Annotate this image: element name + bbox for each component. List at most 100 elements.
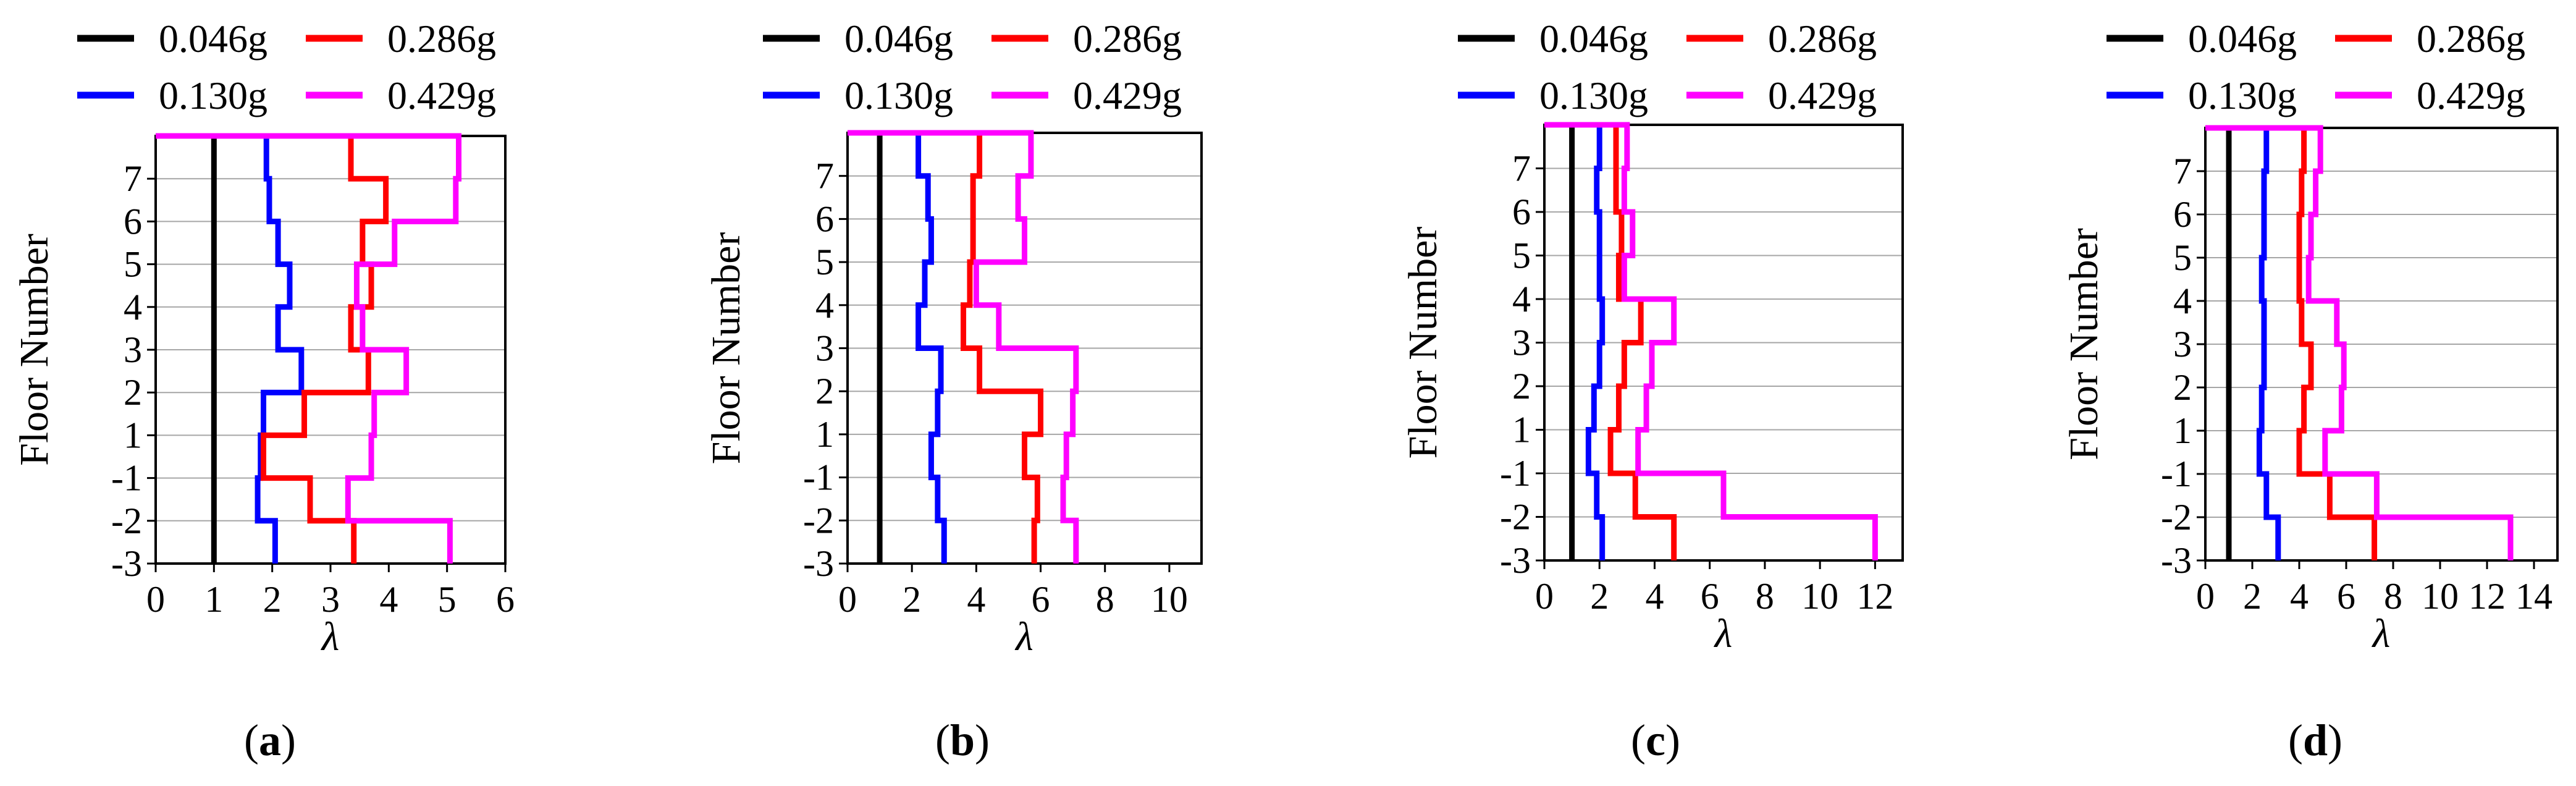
y-tick-label: 7 <box>1512 148 1531 189</box>
y-tick-label: -3 <box>803 543 834 584</box>
legend-label: 0.046g <box>1539 17 1648 61</box>
y-tick-label: -1 <box>111 458 142 499</box>
legend-label: 0.046g <box>844 17 953 61</box>
y-tick-label: 2 <box>1512 366 1531 407</box>
x-tick-label: 12 <box>1856 576 1893 617</box>
x-tick-label: 0 <box>838 579 857 620</box>
legend-label: 0.130g <box>159 74 267 117</box>
y-tick-label: 7 <box>124 158 142 199</box>
y-tick-label: 2 <box>124 372 142 413</box>
legend-label: 0.429g <box>387 74 496 117</box>
y-tick-label: -2 <box>111 501 142 541</box>
x-tick-label: 8 <box>1096 579 1114 620</box>
legend-label: 0.286g <box>1073 17 1182 61</box>
y-tick-label: -2 <box>2161 497 2192 538</box>
y-tick-label: -1 <box>1500 453 1531 494</box>
y-tick-label: 6 <box>2173 194 2192 235</box>
x-tick-label: 1 <box>204 579 223 620</box>
x-tick-label: 3 <box>321 579 340 620</box>
x-tick-label: 6 <box>496 579 515 620</box>
y-tick-label: 1 <box>2173 410 2192 451</box>
legend-a: 0.046g 0.286g 0.130g 0.429g <box>77 17 496 117</box>
series-line-0.130g <box>1544 122 1606 560</box>
y-axis-label: Floor Number <box>12 234 57 466</box>
y-tick-label: -2 <box>1500 497 1531 538</box>
series-line-0.046g <box>1544 122 1575 560</box>
y-tick-label: 1 <box>1512 410 1531 450</box>
y-tick-label: 2 <box>2173 367 2192 408</box>
y-tick-label: 4 <box>124 287 142 328</box>
y-tick-label: -1 <box>803 457 834 498</box>
series-line-0.130g <box>156 133 305 564</box>
y-tick-label: 6 <box>815 198 834 239</box>
y-axis-label: Floor Number <box>2061 228 2107 460</box>
y-tick-label: 6 <box>1512 192 1531 232</box>
y-tick-label: -2 <box>803 500 834 541</box>
legend-label: 0.130g <box>2188 74 2297 117</box>
x-tick-label: 6 <box>1701 576 1719 617</box>
series-line-0.286g <box>156 133 389 564</box>
series-line-0.286g <box>848 130 1044 564</box>
legend-d: 0.046g 0.286g 0.130g 0.429g <box>2107 17 2525 117</box>
series-line-0.130g <box>2205 125 2281 560</box>
y-tick-label: -3 <box>111 543 142 584</box>
legend-label: 0.286g <box>2417 17 2525 61</box>
y-tick-label: 4 <box>1512 279 1531 319</box>
x-tick-label: 5 <box>438 579 457 620</box>
x-tick-label: 0 <box>2196 576 2215 617</box>
y-axis-label: Floor Number <box>704 232 749 465</box>
legend-label: 0.429g <box>1768 74 1877 117</box>
series-line-0.429g <box>848 130 1079 564</box>
y-tick-label: 5 <box>815 242 834 282</box>
x-tick-label: 4 <box>1645 576 1664 617</box>
legend-label: 0.130g <box>844 74 953 117</box>
x-tick-label: 2 <box>263 579 282 620</box>
x-axis-label: λ <box>1714 611 1733 656</box>
series-line-0.130g <box>848 130 947 564</box>
series-line-0.429g <box>1544 122 1878 560</box>
panel-caption: (c) <box>1631 716 1680 765</box>
y-tick-label: -3 <box>2161 540 2192 581</box>
x-tick-label: 10 <box>1801 576 1838 617</box>
x-tick-label: 6 <box>1032 579 1050 620</box>
y-axis-label: Floor Number <box>1400 227 1446 459</box>
y-tick-label: 5 <box>124 244 142 285</box>
x-tick-label: 4 <box>379 579 398 620</box>
x-tick-label: 10 <box>1151 579 1188 620</box>
y-tick-label: -3 <box>1500 540 1531 581</box>
y-tick-label: 1 <box>815 414 834 455</box>
x-tick-label: 4 <box>2290 576 2309 617</box>
y-tick-label: 5 <box>2173 237 2192 278</box>
x-tick-label: 0 <box>1535 576 1554 617</box>
x-tick-label: 8 <box>1756 576 1774 617</box>
x-tick-label: 2 <box>1590 576 1609 617</box>
x-tick-label: 2 <box>903 579 921 620</box>
legend-label: 0.286g <box>1768 17 1877 61</box>
y-tick-label: 3 <box>2173 324 2192 365</box>
x-tick-label: 8 <box>2384 576 2402 617</box>
x-tick-label: 14 <box>2515 576 2553 617</box>
y-tick-label: 1 <box>124 415 142 455</box>
panel-caption: (d) <box>2288 716 2342 765</box>
y-tick-label: 4 <box>815 285 834 326</box>
x-tick-label: 12 <box>2469 576 2506 617</box>
series-line-0.046g <box>156 133 217 564</box>
y-tick-label: -1 <box>2161 454 2192 494</box>
x-tick-label: 4 <box>967 579 985 620</box>
legend-label: 0.046g <box>2188 17 2297 61</box>
series-line-0.046g <box>2205 125 2232 560</box>
y-tick-label: 6 <box>124 201 142 242</box>
series-line-0.429g <box>2205 125 2514 560</box>
x-axis-label: λ <box>2372 611 2391 656</box>
x-axis-label: λ <box>1014 614 1033 659</box>
y-tick-label: 7 <box>815 156 834 196</box>
series-line-0.046g <box>848 130 883 564</box>
legend-label: 0.286g <box>387 17 496 61</box>
y-tick-label: 2 <box>815 371 834 412</box>
y-tick-label: 3 <box>1512 323 1531 363</box>
legend-b: 0.046g 0.286g 0.130g 0.429g <box>763 17 1182 117</box>
